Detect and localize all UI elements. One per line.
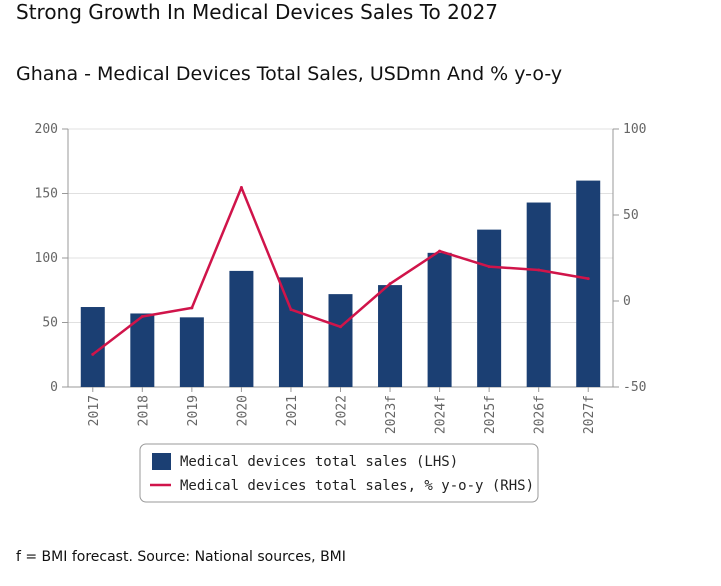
bar [328,294,353,387]
x-axis-tick-label: 2019 [186,395,201,426]
line-point [190,306,194,310]
bar [179,317,204,387]
line-point [289,308,293,312]
x-axis-tick-label: 2025f [483,395,498,434]
x-axis-tick-label: 2024f [434,395,449,434]
line-point [438,249,442,253]
left-axis-tick-label: 100 [35,251,58,266]
x-axis-tick-label: 2023f [384,395,399,434]
line-point [339,325,342,329]
x-axis-tick-label: 2021 [285,395,300,426]
bar [576,180,601,387]
bar [130,313,155,387]
left-axis-tick-label: 50 [42,316,58,331]
bar [278,277,303,387]
line-point [239,185,243,189]
axes [62,128,619,392]
headline: Strong Growth In Medical Devices Sales T… [16,0,499,24]
right-axis-tick-label: 0 [623,294,631,309]
x-axis-tick-label: 2020 [235,395,250,426]
legend-bar-label: Medical devices total sales (LHS) [180,454,458,470]
tick-labels: 0 50 100 150 200 -50 0 50 100 2017 2018 2019 2020 202… [35,122,647,434]
bar [229,270,254,387]
line-point [487,265,491,269]
x-axis-tick-label: 2022 [335,395,350,426]
right-axis-tick-label: 100 [623,122,646,137]
line-point [586,277,590,281]
left-axis-tick-label: 200 [35,122,58,137]
legend-box [139,443,539,503]
line-point [537,268,541,272]
bar [378,285,403,387]
chart-subtitle: Ghana - Medical Devices Total Sales, USD… [16,63,563,85]
right-axis-tick-label: 50 [623,208,639,223]
x-axis-tick-label: 2026f [533,395,548,434]
bar-series [80,180,601,387]
x-axis-tick-label: 2018 [136,395,151,426]
bar [477,229,502,387]
right-axis-tick-label: -50 [623,380,646,395]
x-axis-tick-label: 2027f [582,395,597,434]
x-axis-tick-label: 2017 [87,395,102,426]
line-point [388,282,392,286]
bar [526,202,551,387]
legend-bar-swatch [152,453,171,470]
left-axis-tick-label: 0 [50,380,58,395]
line-point [91,352,95,356]
left-axis-tick-label: 150 [35,187,58,202]
legend: Medical devices total sales (LHS) Medica… [139,443,539,503]
line-series [91,185,590,356]
line-point [140,314,144,318]
bar [427,252,452,387]
footnote: f = BMI forecast. Source: National sourc… [16,549,346,565]
legend-line-label: Medical devices total sales, % y-o-y (RH… [180,478,534,494]
